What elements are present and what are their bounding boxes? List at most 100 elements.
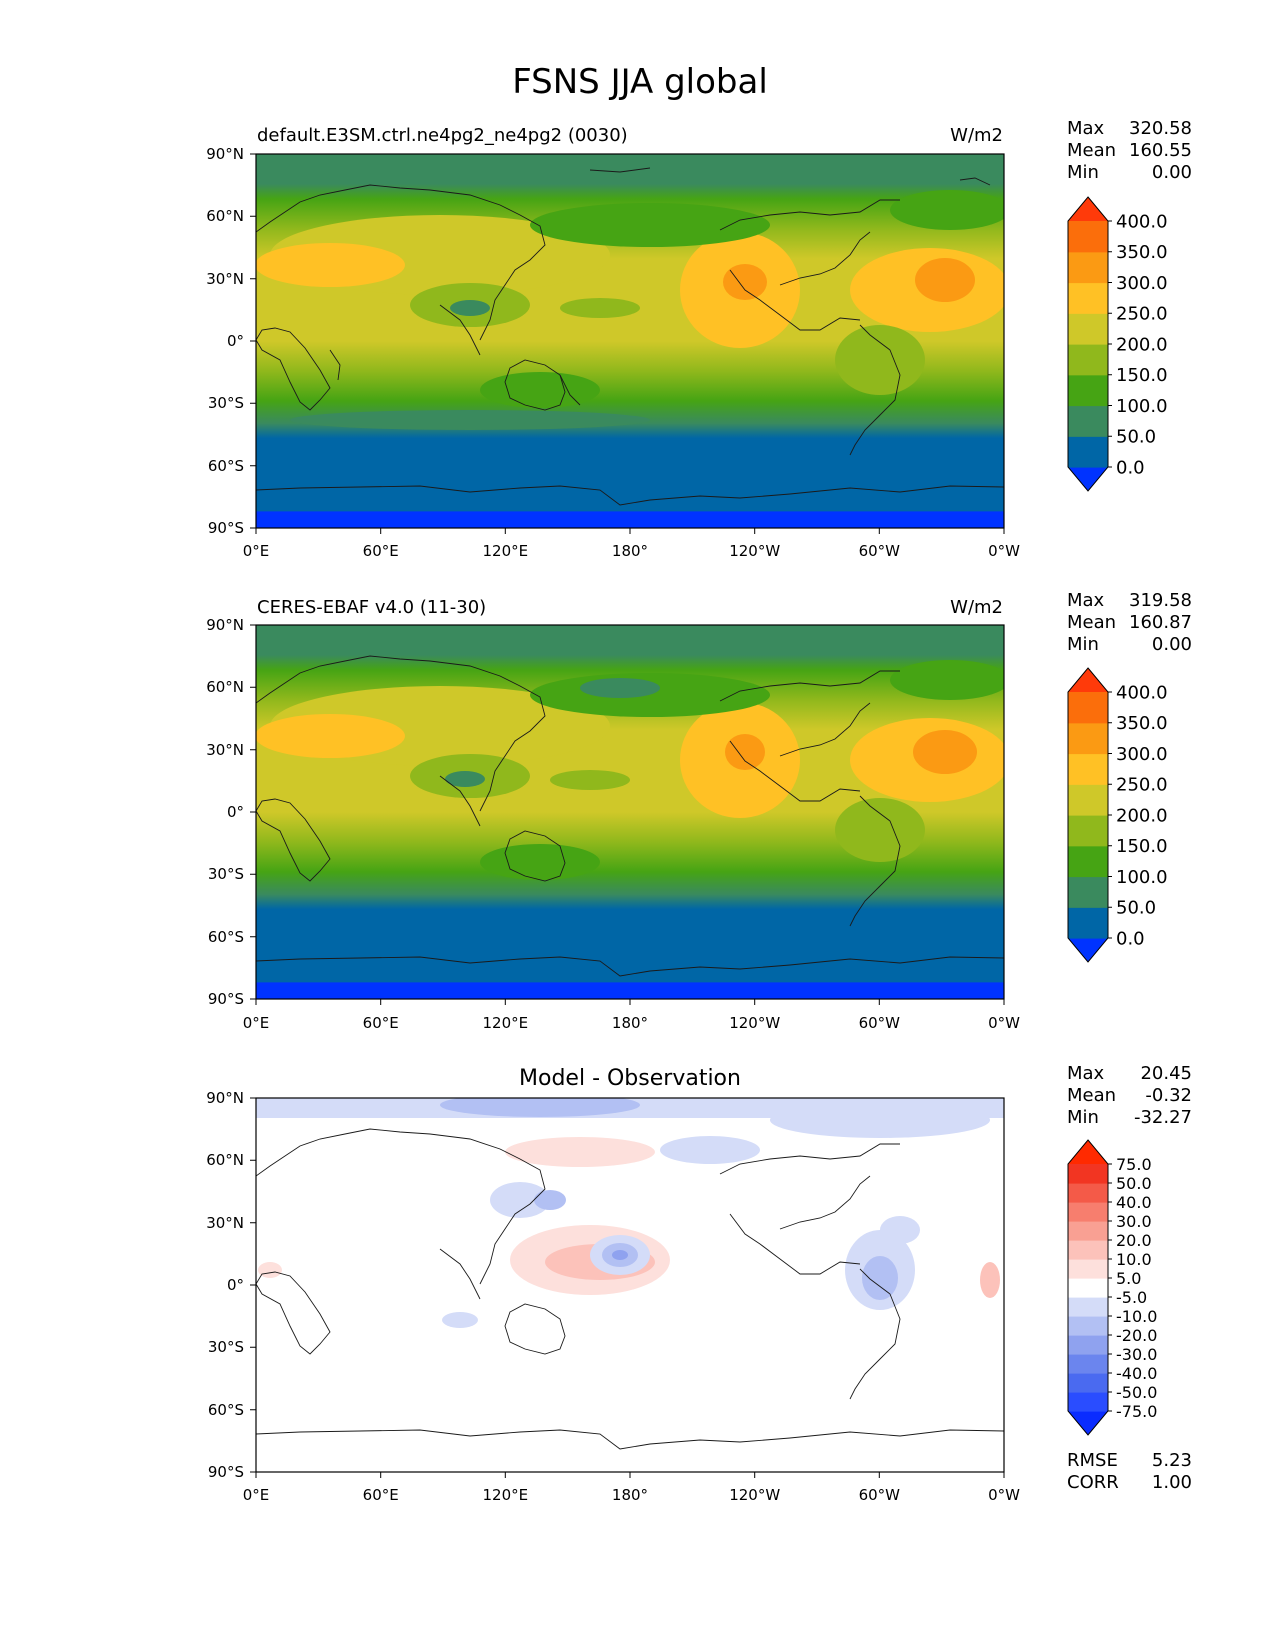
stat-label: RMSE	[1067, 1450, 1118, 1471]
colorbar-extend-low	[1068, 1411, 1108, 1435]
x-tick-labels: 0°E 60°E 120°E 180° 120°W 60°W 0°W	[243, 1014, 1020, 1032]
stat-value: 0.00	[1152, 162, 1192, 183]
colorbar-segment	[1068, 1240, 1108, 1260]
colorbar-label: -75.0	[1116, 1402, 1157, 1421]
colorbar-segment	[1068, 1373, 1108, 1393]
colorbar-segment	[1068, 1297, 1108, 1317]
panel-title: CERES-EBAF v4.0 (11-30)	[257, 597, 486, 618]
y-tick-labels: 90°N 60°N 30°N 0° 30°S 60°S 90°S	[206, 1089, 244, 1481]
stat-label: Max	[1067, 1063, 1105, 1084]
y-tick-label: 0°	[227, 332, 244, 350]
colorbar-segment	[1068, 405, 1108, 437]
colorbar-segment	[1068, 815, 1108, 847]
x-tick-label: 0°W	[988, 1014, 1020, 1032]
stat-value: 160.87	[1129, 612, 1192, 633]
y-tick-label: 30°S	[208, 394, 244, 412]
x-tick-label: 120°W	[729, 1014, 780, 1032]
colorbar-label: 50.0	[1116, 427, 1156, 448]
colorbar-label: 100.0	[1116, 396, 1168, 417]
y-tick-label: 60°N	[206, 678, 244, 696]
colorbar-segment	[1068, 1164, 1108, 1184]
y-tick-label: 30°N	[206, 270, 244, 288]
colorbar-label: -50.0	[1116, 1383, 1157, 1402]
y-tick-label: 30°S	[208, 1338, 244, 1356]
ticks	[250, 153, 1005, 534]
colorbar-label: 30.0	[1116, 1212, 1152, 1231]
colorbar-segment	[1068, 692, 1108, 724]
colorbar: 400.0 350.0 300.0 250.0 200.0 150.0 100.0 50.0 0…	[1067, 196, 1168, 492]
colorbar-label: 40.0	[1116, 1193, 1152, 1212]
y-tick-label: 90°N	[206, 1089, 244, 1107]
panel-model: default.E3SM.ctrl.ne4pg2_ne4pg2 (0030) W…	[206, 118, 1192, 560]
panel-units: W/m2	[950, 125, 1003, 146]
coastlines	[256, 1128, 1004, 1450]
y-tick-label: 30°N	[206, 1214, 244, 1232]
colorbar-segment	[1068, 1392, 1108, 1412]
stat-label: Mean	[1067, 612, 1116, 633]
colorbar-label: 350.0	[1116, 242, 1168, 263]
colorbar-label: -5.0	[1116, 1288, 1147, 1307]
stat-value: 5.23	[1152, 1450, 1192, 1471]
panel-title: default.E3SM.ctrl.ne4pg2_ne4pg2 (0030)	[257, 125, 628, 146]
stat-value: 160.55	[1129, 140, 1192, 161]
colorbar-label: 75.0	[1116, 1155, 1152, 1174]
x-tick-label: 60°W	[859, 1486, 901, 1504]
colorbar-segment	[1068, 1259, 1108, 1279]
colorbar-extend-high	[1068, 668, 1108, 692]
stat-label: Max	[1067, 590, 1105, 611]
colorbar-label: -20.0	[1116, 1326, 1157, 1345]
colorbar-label: 300.0	[1116, 744, 1168, 765]
x-tick-label: 120°E	[482, 1014, 528, 1032]
colorbar: 75.050.040.030.020.010.05.0-5.0-10.0-20.…	[1067, 1139, 1157, 1436]
colorbar-segment	[1068, 313, 1108, 345]
error-stats: RMSE 5.23 CORR 1.00	[1067, 1450, 1192, 1493]
map-field	[256, 625, 1004, 999]
colorbar-segment	[1068, 221, 1108, 253]
stats-block: Max 320.58 Mean 160.55 Min 0.00	[1067, 118, 1192, 183]
colorbar-segment	[1068, 784, 1108, 816]
stat-value: 320.58	[1129, 118, 1192, 139]
map-field	[256, 154, 1004, 528]
colorbar-label: 10.0	[1116, 1250, 1152, 1269]
stat-label: Min	[1067, 1107, 1099, 1128]
x-tick-label: 0°E	[243, 1014, 270, 1032]
colorbar-segment	[1068, 1202, 1108, 1222]
colorbar-segment	[1068, 1354, 1108, 1374]
y-tick-label: 60°S	[208, 1401, 244, 1419]
stat-label: Min	[1067, 162, 1099, 183]
stat-label: Mean	[1067, 140, 1116, 161]
x-tick-label: 120°E	[482, 1486, 528, 1504]
x-tick-labels: 0°E 60°E 120°E 180° 120°W 60°W 0°W	[243, 542, 1020, 560]
y-tick-labels: 90°N 60°N 30°N 0° 30°S 60°S 90°S	[206, 616, 244, 1008]
map-field	[256, 1098, 1004, 1472]
colorbar-extend-low	[1068, 467, 1108, 491]
colorbar-segment	[1068, 251, 1108, 284]
colorbar-label: 0.0	[1116, 457, 1145, 478]
colorbar-label: 0.0	[1116, 928, 1145, 949]
y-tick-label: 60°S	[208, 457, 244, 475]
x-tick-label: 180°	[612, 542, 648, 560]
colorbar-segment	[1068, 876, 1108, 908]
stat-value: -0.32	[1145, 1085, 1192, 1106]
ticks	[250, 1097, 1005, 1478]
ticks	[250, 624, 1005, 1005]
stat-label: Mean	[1067, 1085, 1116, 1106]
colorbar-segment	[1068, 753, 1108, 785]
stat-label: Min	[1067, 634, 1099, 655]
stat-value: 319.58	[1129, 590, 1192, 611]
colorbar-segment	[1068, 436, 1108, 468]
colorbar-label: 200.0	[1116, 805, 1168, 826]
colorbar-label: -10.0	[1116, 1307, 1157, 1326]
colorbar-label: 50.0	[1116, 1174, 1152, 1193]
colorbar-segment	[1068, 722, 1108, 755]
y-tick-label: 60°S	[208, 928, 244, 946]
x-tick-labels: 0°E 60°E 120°E 180° 120°W 60°W 0°W	[243, 1486, 1020, 1504]
colorbar-segment	[1068, 374, 1108, 407]
y-tick-label: 90°S	[208, 1463, 244, 1481]
coastlines	[256, 167, 1004, 506]
x-tick-label: 60°E	[363, 1486, 399, 1504]
y-tick-label: 90°S	[208, 990, 244, 1008]
colorbar-segment	[1068, 1335, 1108, 1355]
y-tick-label: 60°N	[206, 207, 244, 225]
coastlines	[256, 655, 1004, 977]
